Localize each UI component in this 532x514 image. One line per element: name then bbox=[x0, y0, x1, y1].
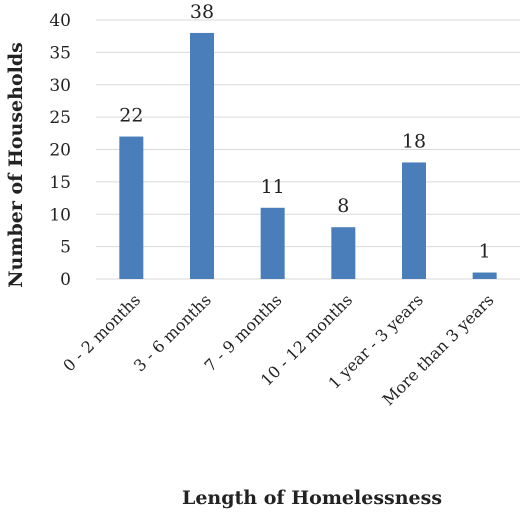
bar bbox=[260, 207, 285, 279]
y-tick-label: 30 bbox=[49, 76, 71, 96]
data-label: 22 bbox=[119, 105, 143, 127]
bar bbox=[331, 227, 356, 279]
data-label: 8 bbox=[337, 195, 349, 217]
data-label: 11 bbox=[261, 176, 285, 198]
y-tick-label: 15 bbox=[49, 173, 71, 193]
bar bbox=[402, 162, 426, 279]
y-tick-label: 10 bbox=[49, 205, 71, 225]
y-tick-label: 25 bbox=[49, 108, 71, 128]
data-label: 1 bbox=[479, 241, 491, 263]
data-labels: 22 38 11 8 18 1 bbox=[119, 1, 490, 263]
y-tick-label: 5 bbox=[60, 238, 71, 258]
bar bbox=[119, 136, 144, 279]
y-axis-title: Number of Households bbox=[5, 42, 27, 288]
y-tick-labels: 0 5 10 15 20 25 30 35 40 bbox=[49, 11, 71, 290]
y-tick-label: 0 bbox=[60, 270, 71, 290]
bar bbox=[472, 272, 497, 279]
bars bbox=[119, 32, 497, 280]
data-label: 38 bbox=[190, 1, 214, 23]
x-axis-title: Length of Homelessness bbox=[182, 487, 442, 509]
y-tick-label: 20 bbox=[49, 141, 71, 161]
gridlines bbox=[96, 19, 520, 280]
data-label: 18 bbox=[402, 130, 426, 152]
y-tick-label: 35 bbox=[49, 43, 71, 63]
bar bbox=[190, 32, 214, 280]
y-tick-label: 40 bbox=[49, 11, 71, 31]
